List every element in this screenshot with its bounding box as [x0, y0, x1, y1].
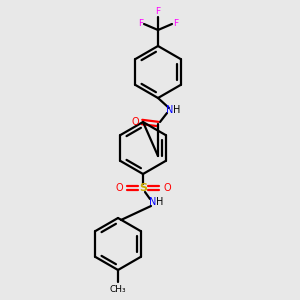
Text: N: N — [149, 197, 157, 207]
Text: N: N — [166, 105, 174, 115]
Text: O: O — [163, 183, 171, 193]
Text: H: H — [173, 105, 181, 115]
Text: F: F — [138, 20, 143, 28]
Text: O: O — [131, 117, 139, 127]
Text: F: F — [155, 7, 160, 16]
Text: CH₃: CH₃ — [110, 285, 126, 294]
Text: F: F — [173, 20, 178, 28]
Text: S: S — [139, 183, 147, 193]
Text: O: O — [116, 183, 123, 193]
Text: H: H — [156, 197, 164, 207]
